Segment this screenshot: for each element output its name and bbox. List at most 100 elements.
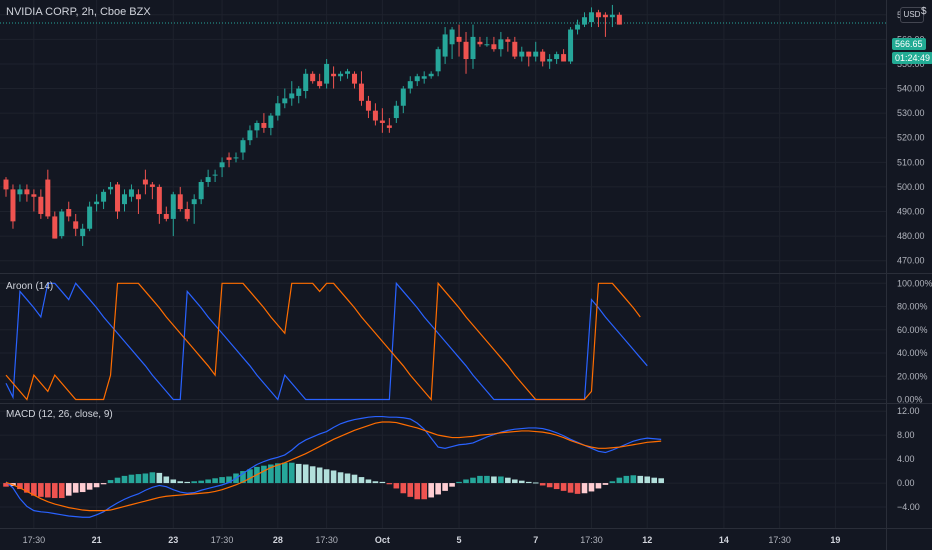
histogram-bar — [470, 477, 476, 484]
candle-body — [10, 189, 16, 222]
histogram-bar — [344, 473, 351, 484]
x-tick-label: 17:30 — [23, 535, 46, 545]
chart-title: NVIDIA CORP, 2h, Cboe BZX — [6, 6, 151, 18]
histogram-bar — [45, 483, 51, 498]
histogram-bar — [86, 483, 93, 490]
histogram-bar — [31, 483, 37, 496]
y-tick-label: 530.00 — [897, 108, 925, 118]
candle-body — [505, 39, 511, 42]
candle-body — [442, 34, 448, 57]
candle-body — [414, 76, 420, 82]
histogram-bar — [637, 475, 644, 484]
candle-body — [547, 59, 553, 62]
y-tick-label: 12.00 — [897, 406, 920, 416]
candle-body — [268, 115, 274, 128]
candle-body — [128, 189, 134, 197]
histogram-bar — [539, 483, 546, 486]
x-tick-label: 19 — [830, 535, 840, 545]
candle-body — [400, 88, 406, 106]
candle-body — [582, 17, 588, 25]
y-tick-label: 470.00 — [897, 256, 925, 266]
histogram-bar — [261, 465, 267, 484]
histogram-bar — [323, 469, 330, 484]
histogram-bar — [107, 480, 114, 484]
histogram-bar — [518, 480, 525, 484]
candle-body — [282, 98, 288, 104]
histogram-bar — [407, 483, 414, 497]
histogram-bar — [623, 475, 630, 484]
candle-body — [358, 83, 364, 101]
histogram-bar — [560, 483, 567, 491]
histogram-bar — [574, 483, 581, 494]
candle-body — [554, 54, 560, 60]
histogram-bar — [463, 479, 469, 484]
candle-body — [540, 51, 546, 62]
bar-countdown-label: 01:24:49 — [892, 52, 932, 64]
candle-body — [3, 179, 9, 190]
histogram-bar — [316, 467, 323, 484]
candle-body — [205, 177, 211, 182]
candle-body — [247, 130, 253, 141]
candle-body — [219, 162, 225, 168]
histogram-bar — [428, 483, 434, 498]
histogram-bar — [295, 463, 302, 484]
histogram-bar — [51, 483, 58, 499]
histogram-bar — [309, 466, 316, 484]
histogram-bar — [93, 483, 100, 488]
currency-badge[interactable]: USD — [900, 7, 924, 23]
x-tick-label: 7 — [533, 535, 538, 545]
histogram-bar — [456, 481, 462, 484]
histogram-bar — [358, 477, 365, 484]
candle-body — [609, 14, 615, 18]
candle-body — [595, 12, 601, 18]
histogram-bar — [595, 483, 602, 489]
y-tick-label: 60.00% — [897, 325, 928, 335]
histogram-bar — [477, 475, 483, 484]
candle-body — [463, 41, 469, 60]
y-tick-label: 500.00 — [897, 182, 925, 192]
currency-symbol: $ — [921, 6, 927, 17]
candle-body — [616, 14, 622, 25]
candle-body — [561, 54, 567, 62]
histogram-bar — [449, 483, 455, 487]
y-tick-label: 8.00 — [897, 430, 915, 440]
candle-body — [421, 76, 427, 79]
candle-body — [317, 81, 323, 87]
y-tick-label: 0.00 — [897, 478, 915, 488]
x-tick-label: 17:30 — [580, 535, 603, 545]
x-tick-label: 17:30 — [211, 535, 234, 545]
candle-body — [568, 29, 574, 62]
candle-body — [407, 81, 413, 89]
y-tick-label: 480.00 — [897, 231, 925, 241]
histogram-bar — [602, 483, 609, 485]
candle-body — [386, 125, 392, 128]
candle-body — [526, 51, 532, 57]
candle-body — [296, 88, 302, 96]
histogram-bar — [205, 479, 211, 484]
macd-line — [5, 415, 662, 518]
histogram-bar — [512, 479, 518, 484]
aroon-pane-title: Aroon (14) — [6, 281, 54, 292]
candle-body — [87, 206, 93, 229]
candle-body — [379, 120, 385, 123]
last-price-label: 566.65 — [892, 38, 926, 50]
histogram-bar — [156, 472, 163, 484]
candle-body — [24, 189, 30, 195]
candle-body — [254, 122, 260, 131]
histogram-bar — [58, 483, 65, 499]
histogram-bar — [100, 483, 107, 485]
histogram-bar — [128, 474, 135, 484]
candle-body — [261, 122, 267, 128]
candle-body — [477, 41, 483, 45]
histogram-bar — [135, 474, 142, 484]
histogram-bar — [567, 483, 574, 493]
candle-body — [198, 182, 204, 200]
candle-body — [372, 110, 378, 121]
histogram-bar — [38, 483, 44, 497]
candle-body — [393, 105, 399, 119]
histogram-bar — [553, 483, 560, 490]
candle-body — [233, 157, 239, 159]
candle-body — [163, 213, 169, 219]
x-tick-label: 12 — [642, 535, 652, 545]
